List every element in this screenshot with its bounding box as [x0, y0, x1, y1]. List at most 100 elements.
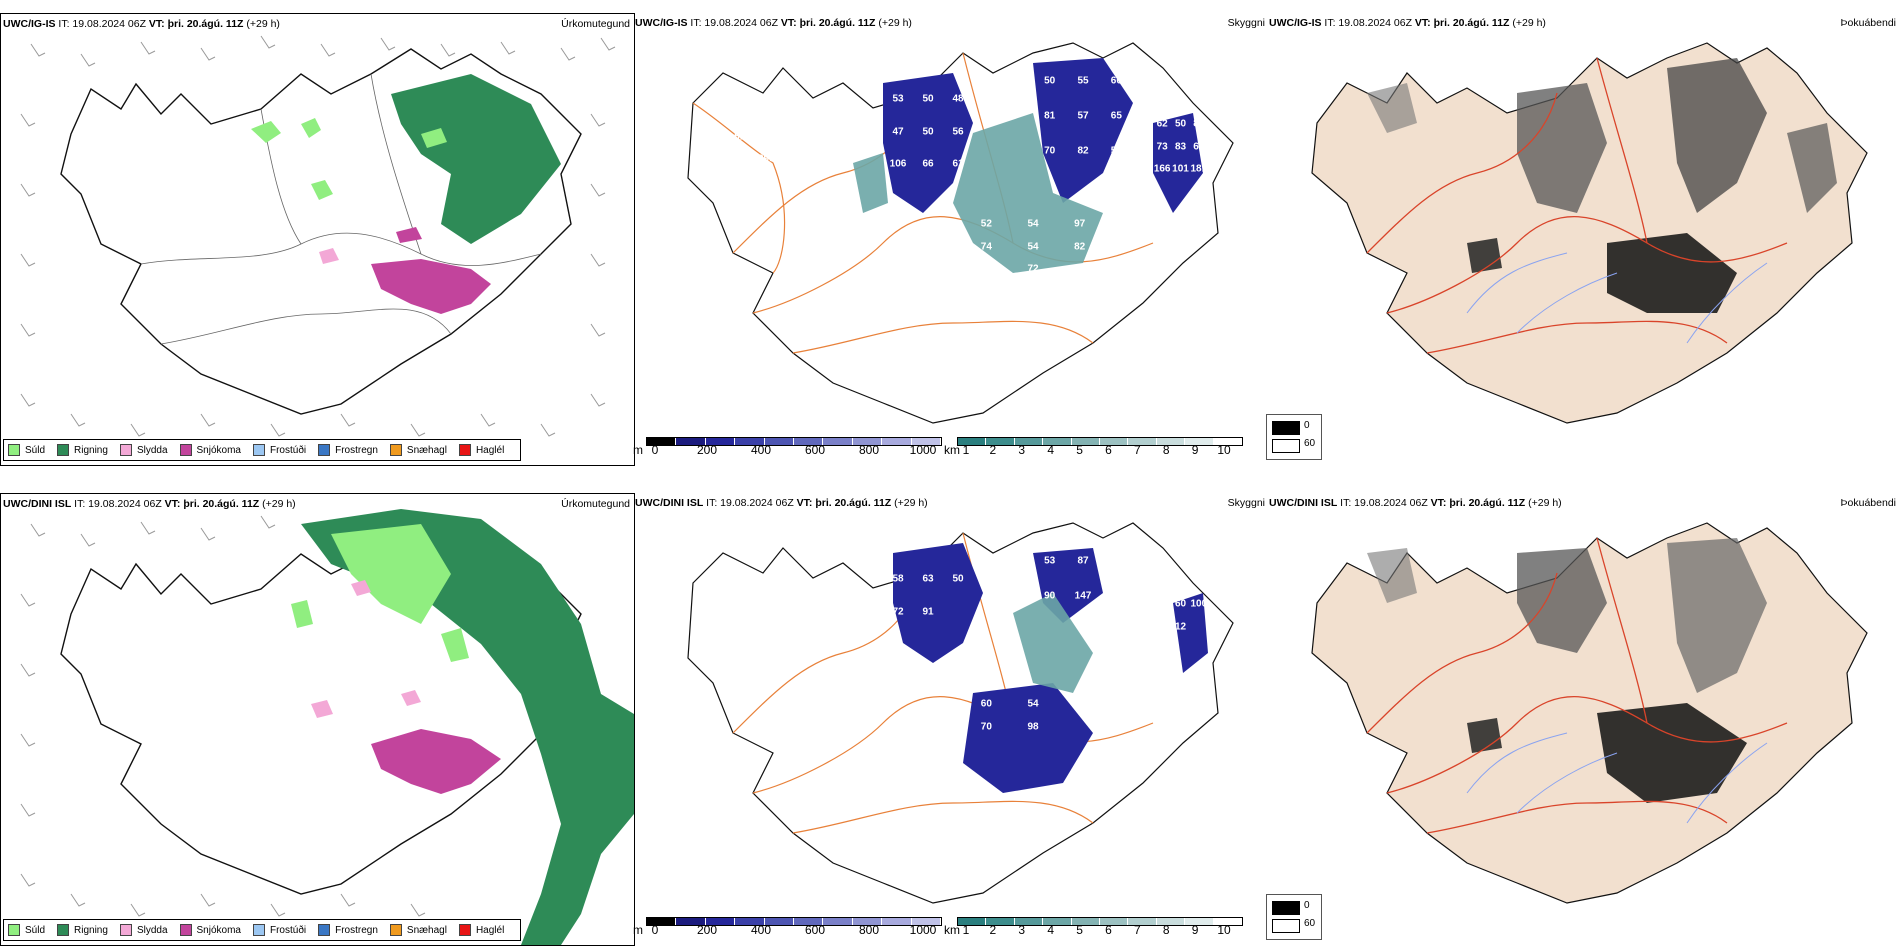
colorbar-tick: 9: [1191, 923, 1199, 937]
legend-item: Snæhagl: [389, 924, 447, 936]
colorbar-unit: km: [944, 923, 960, 937]
legend-item: Snjókoma: [179, 444, 241, 456]
ceiling-label: 82: [1077, 145, 1089, 156]
colorbar-cell: [852, 918, 883, 925]
colorbar-unit: km: [944, 443, 960, 457]
colorbar-cells: [646, 437, 942, 446]
colorbar-tick: 1: [962, 923, 970, 937]
it-label: IT:: [703, 497, 721, 509]
legend-label: Súld: [25, 924, 46, 936]
vt-value: þri. 20.ágú. 11Z: [1433, 17, 1510, 29]
legend-label: Snæhagl: [406, 444, 447, 456]
legend-item: Frostregn: [318, 924, 378, 936]
ceiling-label: 89: [760, 588, 772, 600]
ceiling-label: 91: [922, 606, 934, 618]
colorbar-tick: 400: [750, 443, 772, 457]
fog-panel-bottom: UWC/DINI ISL IT: 19.08.2024 06Z VT: þri.…: [1267, 493, 1900, 944]
colorbar-tick: 1000: [909, 443, 937, 457]
fog-legend-label: 0: [1304, 420, 1310, 431]
ceiling-label: 60: [1110, 75, 1122, 86]
precip-type-panel-bottom: UWC/DINI ISL IT: 19.08.2024 06Z VT: þri.…: [0, 493, 635, 946]
ceiling-label: 63: [922, 573, 934, 585]
fog-legend-swatch: [1272, 919, 1300, 933]
colorbar-cell: [882, 918, 912, 925]
colorbar-tick: 1000: [909, 923, 937, 937]
colorbar-cell: [852, 438, 883, 445]
fog-legend-swatch: [1272, 901, 1300, 915]
colorbar-cell: [1156, 438, 1186, 445]
colorbar-cells: [957, 917, 1243, 926]
colorbar-cell: [882, 438, 912, 445]
reduced-visibility-areas: [853, 113, 1103, 273]
colorbar-tick: 800: [858, 443, 880, 457]
colorbar-tick: 8: [1162, 923, 1170, 937]
ceiling-label: 56: [952, 126, 964, 138]
legend-item: Frostúði: [252, 444, 306, 456]
colorbar-tick: 800: [858, 923, 880, 937]
panel-title: Skyggni: [1227, 17, 1265, 29]
ceiling-label: 62: [1110, 555, 1122, 566]
ceiling-label: 98: [1027, 721, 1039, 733]
colorbar-tick: 200: [696, 443, 718, 457]
colorbar-cell: [793, 438, 824, 445]
lead-time: (+29 h): [1525, 497, 1562, 509]
lead-time: (+29 h): [243, 18, 280, 30]
ceiling-label: 65: [1110, 110, 1122, 121]
colorbar-tick: 1: [962, 443, 970, 457]
colorbar-unit: m: [633, 923, 643, 937]
colorbar-cell: [735, 438, 765, 445]
colorbar-cell: [764, 438, 794, 445]
colorbar-cell: [911, 438, 941, 445]
colorbar-cell: [911, 918, 941, 925]
it-value: 19.08.2024 06Z: [720, 497, 794, 509]
colorbar-cell: [958, 438, 987, 445]
legend-swatch: [318, 924, 331, 936]
legend-item: Snæhagl: [389, 444, 447, 456]
colorbar-tick: 7: [1133, 923, 1141, 937]
legend-swatch: [458, 444, 471, 456]
panel-header: UWC/DINI ISL IT: 19.08.2024 06Z VT: þri.…: [635, 497, 928, 509]
legend-label: Súld: [25, 444, 46, 456]
model-name: UWC/DINI ISL: [3, 498, 72, 510]
ceiling-label: 55: [1077, 75, 1089, 86]
precip-type-map: [20, 35, 616, 437]
legend-swatch: [389, 444, 402, 456]
precip-legend: Súld Rigning Slydda Snjókoma Frostúði Frostre…: [3, 439, 522, 461]
legend-label: Rigning: [74, 444, 108, 456]
ceiling-label: 53: [1044, 555, 1056, 566]
colorbar-cell: [1071, 438, 1100, 445]
it-label: IT:: [71, 498, 89, 510]
ceiling-label: 53: [892, 93, 904, 105]
panel-header: UWC/IG-IS IT: 19.08.2024 06Z VT: þri. 20…: [635, 17, 912, 29]
colorbar-tick: 0: [651, 923, 659, 937]
ceiling-label: 50: [922, 93, 934, 105]
legend-swatch: [252, 444, 265, 456]
ceiling-label: 60: [980, 698, 992, 710]
colorbar-tick: 600: [804, 923, 826, 937]
ceiling-label: 54: [1027, 698, 1039, 710]
legend-label: Frostregn: [335, 444, 378, 456]
precip-sleet: [319, 248, 339, 264]
legend-swatch: [57, 924, 70, 936]
ceiling-label: 82: [1074, 241, 1086, 253]
colorbar-tick: 2: [989, 443, 997, 457]
legend-label: Haglél: [475, 924, 505, 936]
ceiling-label: 72: [892, 606, 904, 618]
ceiling-label: 47: [892, 126, 904, 138]
ceiling-label: 58: [892, 573, 904, 585]
colorbar-tick: 6: [1105, 923, 1112, 937]
ceiling-label: 106: [889, 158, 907, 170]
ceiling-label: 100: [1190, 598, 1208, 610]
model-name: UWC/IG-IS: [635, 17, 688, 29]
colorbar-tick: 7: [1133, 443, 1141, 457]
legend-item: Rigning: [57, 924, 108, 936]
precip-legend: Súld Rigning Slydda Snjókoma Frostúði Frostre…: [3, 919, 522, 941]
fog-legend-label: 60: [1304, 438, 1316, 449]
legend-item: Rigning: [57, 444, 108, 456]
panel-title: Skyggni: [1227, 497, 1265, 509]
vt-value: þri. 20.ágú. 11Z: [1449, 497, 1526, 509]
fog-legend-label: 60: [1304, 918, 1316, 929]
legend-item: Slydda: [119, 924, 168, 936]
ceiling-label: 54: [1027, 218, 1039, 230]
colorbar-cell: [735, 918, 765, 925]
